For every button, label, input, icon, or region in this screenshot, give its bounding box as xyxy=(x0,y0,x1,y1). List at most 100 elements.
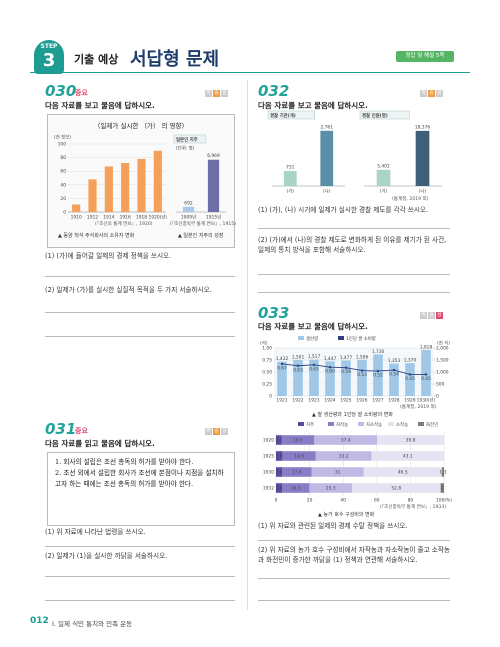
answer-line xyxy=(258,292,450,293)
category-label: 1920(년) xyxy=(149,214,168,221)
bar xyxy=(421,349,431,396)
category-label: 1930 xyxy=(263,470,274,476)
category-label: 1925 xyxy=(340,398,351,404)
title-small: 기출 예상 xyxy=(74,53,119,66)
legend-label: 1인당 쌀 소비량 xyxy=(346,335,376,342)
point xyxy=(280,362,284,366)
question: (2) 일제가 (1)을 실시한 까닭을 서술하시오. xyxy=(45,552,168,560)
axis-label: (천 정보) xyxy=(54,134,71,141)
difficulty-marker: 하 xyxy=(205,428,212,435)
point xyxy=(424,373,428,376)
legend-swatch xyxy=(358,422,364,426)
legend-label: 화전민 xyxy=(426,421,438,428)
source: (『조선총독부 통계 연보』, 1933) xyxy=(380,505,447,510)
step-badge xyxy=(34,40,64,74)
difficulty-marker: 상 xyxy=(436,312,443,319)
difficulty-marker: 중 xyxy=(428,90,435,97)
x-tick-label: 0 xyxy=(275,498,278,504)
point xyxy=(392,368,396,372)
legend-swatch xyxy=(298,422,304,426)
bar-segment xyxy=(276,451,283,461)
value-label: 1,517 xyxy=(308,354,321,360)
y-tick-label: 60 xyxy=(60,169,66,175)
answer-line xyxy=(258,540,450,541)
value-label: 19.9 xyxy=(294,454,304,460)
question-number: 032 xyxy=(258,82,290,100)
value-label: 0.63 xyxy=(293,367,303,373)
value-label: 31 xyxy=(335,470,341,476)
value-label: 5,402 xyxy=(377,163,390,169)
axis-label: (석) xyxy=(260,340,268,347)
answer-tag: 정답 및 해설 5쪽 xyxy=(396,51,454,62)
answer-line xyxy=(258,578,450,579)
value-label: 3.8 xyxy=(276,454,283,460)
category-label: 1932 xyxy=(263,486,274,492)
value-label: 52.8 xyxy=(391,486,401,492)
value-label: 3.6 xyxy=(276,470,283,476)
question-number: 033 xyxy=(258,304,290,322)
y-tick-label: 20 xyxy=(60,196,66,202)
category-label: 1922 xyxy=(292,398,303,404)
category-label: 1912 xyxy=(87,215,98,221)
category-label: (나) xyxy=(419,188,427,195)
value-label: 33.2 xyxy=(339,454,349,460)
title-box xyxy=(173,134,207,144)
y2-tick-label: 500 xyxy=(436,382,445,388)
point xyxy=(408,373,412,376)
answer-line xyxy=(45,576,235,577)
bar xyxy=(153,150,162,212)
question-number: 030 xyxy=(45,82,77,100)
bar-segment xyxy=(440,483,444,493)
difficulty-marker: 중 xyxy=(213,90,220,97)
category-label: 1909년 xyxy=(181,214,196,221)
value-label: 0.54 xyxy=(389,372,399,378)
value-label: 0.60 xyxy=(325,369,335,375)
point xyxy=(296,364,300,367)
value-label: 19.5 xyxy=(293,438,303,444)
source: (『조선의 통계 연보』, 1920) xyxy=(95,222,153,227)
caption: ▲ 쌀 생산량과 1인당 쌀 소비량의 변화 xyxy=(312,412,393,418)
question: (1) (가), (나) 시기에 일제가 실시한 경찰 제도를 각각 쓰시오. xyxy=(258,206,429,214)
bar-segment xyxy=(311,467,364,477)
x-tick-label: 40 xyxy=(340,498,346,504)
category-label: (가) xyxy=(287,188,295,195)
value-label: 16.3 xyxy=(291,486,301,492)
category-label: 1929 xyxy=(404,398,415,404)
category-label: 1916 xyxy=(120,215,131,221)
answer-line xyxy=(258,274,450,275)
source: (『조선총독부 통계 연보』, 1915) xyxy=(170,222,237,227)
instruction: 다음 자료를 보고 물음에 답하시오. xyxy=(258,322,368,331)
bar-segment xyxy=(363,467,442,477)
value-label: 43.1 xyxy=(403,454,413,460)
point xyxy=(328,366,332,369)
bar-segment xyxy=(309,483,352,493)
value-label: 1,477 xyxy=(340,355,353,361)
legend-swatch xyxy=(388,422,394,426)
bar-segment xyxy=(282,467,312,477)
value-label: 692 xyxy=(184,200,193,206)
bar xyxy=(376,169,391,186)
question: (2) (가)에서 (나)의 경찰 제도로 변화하게 된 이유를 제기가 된 사… xyxy=(258,236,447,254)
y-tick-label: 0 xyxy=(269,394,272,400)
bar xyxy=(207,159,220,212)
bar-segment xyxy=(377,435,444,445)
legend-label: 생산량 xyxy=(306,335,318,342)
page-number: 012 xyxy=(30,616,49,626)
bar xyxy=(325,361,335,396)
value-label: 0.65 xyxy=(309,366,319,372)
answer-line xyxy=(45,336,235,337)
axis-label: (단위: 명) xyxy=(176,145,195,152)
step-number: 3 xyxy=(42,50,56,71)
bar xyxy=(277,361,287,396)
answer-line xyxy=(258,228,450,229)
source: (통계청, 2019 외) xyxy=(392,197,429,202)
bar xyxy=(88,179,97,212)
value-label: 3.6 xyxy=(276,486,283,492)
value-label: 46.5 xyxy=(398,470,408,476)
bar xyxy=(137,158,146,212)
question: (1) (가)에 들어갈 일제의 경제 정책을 쓰시오. xyxy=(45,252,172,260)
value-label: 0.45 xyxy=(421,376,431,382)
category-label: 1928 xyxy=(388,398,399,404)
bar-segment xyxy=(282,483,310,493)
